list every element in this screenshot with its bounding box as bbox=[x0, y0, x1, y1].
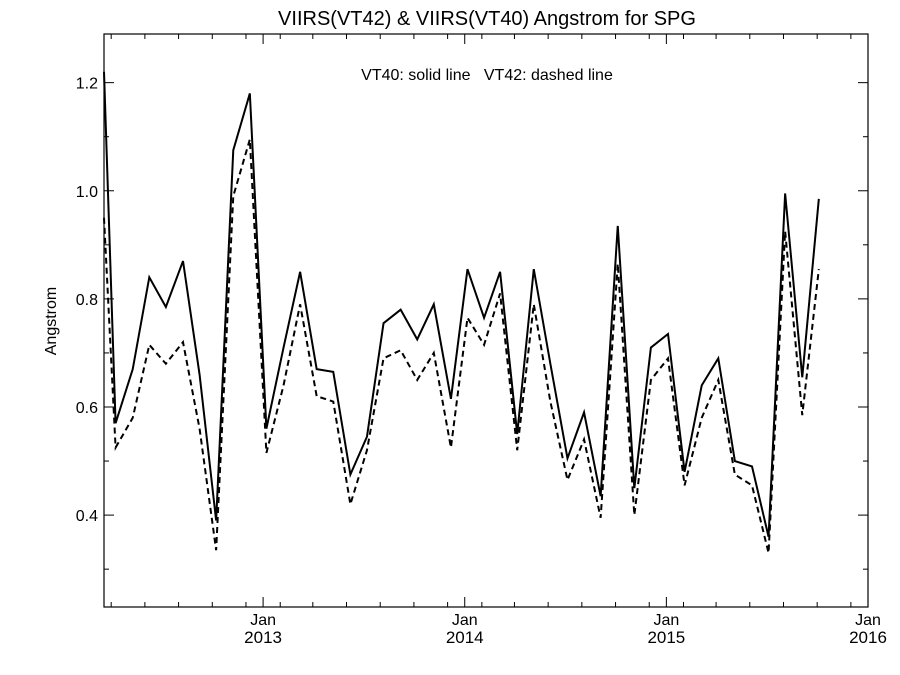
y-tick-label: 1.2 bbox=[76, 76, 98, 93]
x-tick-year-label: 2016 bbox=[849, 628, 887, 647]
x-tick-month-label: Jan bbox=[653, 612, 679, 629]
y-tick-label: 0.4 bbox=[76, 508, 98, 525]
x-tick-month-label: Jan bbox=[250, 612, 276, 629]
y-tick-label: 0.6 bbox=[76, 400, 98, 417]
axis-ticks bbox=[104, 34, 869, 607]
series-group bbox=[103, 71, 820, 554]
series-line-vt40 bbox=[103, 71, 820, 537]
x-tick-year-label: 2015 bbox=[647, 628, 685, 647]
x-tick-month-label: Jan bbox=[452, 612, 478, 629]
series-line-vt42 bbox=[103, 139, 820, 554]
chart-annotation: VT40: solid line VT42: dashed line bbox=[361, 67, 613, 84]
y-tick-label: 1.0 bbox=[76, 184, 98, 201]
y-axis-label: Angstrom bbox=[43, 287, 60, 355]
y-tick-label: 0.8 bbox=[76, 292, 98, 309]
plot-frame bbox=[103, 33, 869, 608]
x-tick-month-label: Jan bbox=[855, 612, 881, 629]
tick-labels: 0.40.60.81.01.2Jan2013Jan2014Jan2015Jan2… bbox=[76, 76, 887, 647]
x-tick-year-label: 2014 bbox=[446, 628, 484, 647]
x-tick-year-label: 2013 bbox=[244, 628, 282, 647]
chart-title: VIIRS(VT42) & VIIRS(VT40) Angstrom for S… bbox=[278, 8, 696, 30]
